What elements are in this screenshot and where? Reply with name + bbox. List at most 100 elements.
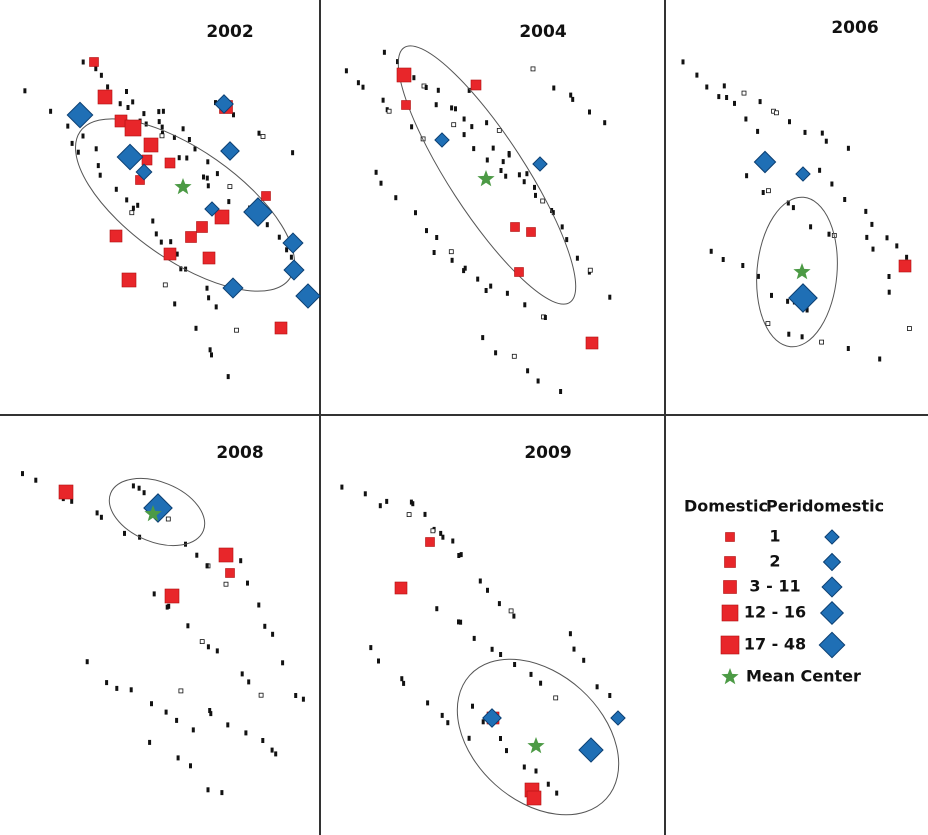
house (165, 516, 171, 522)
house (471, 703, 474, 709)
house (294, 693, 298, 698)
peridomestic-marker (822, 552, 842, 572)
house (220, 790, 224, 796)
panel-title: 2009 (524, 443, 571, 463)
house (23, 88, 27, 94)
house (575, 255, 579, 261)
house (555, 790, 559, 796)
house (411, 501, 415, 507)
house (175, 717, 179, 723)
house (208, 347, 212, 353)
domestic-marker (394, 581, 408, 595)
house (186, 623, 190, 629)
peridomestic-marker (753, 150, 777, 174)
house (70, 498, 74, 504)
house (441, 534, 445, 540)
house (81, 59, 85, 65)
house (162, 282, 168, 288)
house (805, 307, 809, 313)
house (179, 266, 183, 272)
mean-center (721, 668, 739, 685)
house (214, 100, 217, 106)
house (472, 146, 476, 152)
house (459, 552, 463, 558)
house (151, 218, 155, 224)
house (215, 648, 219, 654)
house (512, 613, 516, 619)
domestic-marker (225, 568, 235, 578)
mean-center (793, 263, 811, 280)
house (565, 237, 569, 243)
domestic-marker (470, 79, 482, 91)
peridomestic-marker (532, 156, 548, 172)
house (165, 604, 169, 610)
house (412, 75, 416, 81)
house (150, 701, 153, 707)
domestic-marker (202, 251, 216, 265)
house (741, 90, 747, 96)
house (193, 146, 197, 152)
house (381, 97, 385, 103)
house (214, 304, 218, 310)
house (787, 331, 791, 337)
house (161, 130, 164, 136)
house (115, 685, 119, 691)
house (432, 250, 436, 255)
house (467, 87, 471, 93)
peridomestic-marker (116, 143, 144, 171)
house (189, 763, 192, 769)
house (66, 123, 70, 129)
house (396, 59, 399, 65)
house (240, 671, 244, 677)
house (94, 146, 98, 152)
house (226, 722, 230, 728)
house (205, 285, 209, 291)
house (289, 254, 293, 260)
domestic-marker (585, 336, 599, 350)
house (244, 730, 248, 736)
house (157, 119, 161, 125)
house (430, 528, 436, 534)
house (539, 680, 543, 686)
house (157, 109, 161, 115)
house (552, 85, 556, 91)
house (260, 134, 266, 139)
house (96, 163, 100, 169)
house (463, 265, 467, 271)
house (504, 173, 508, 179)
house (450, 257, 454, 263)
house (499, 168, 503, 173)
mean-center (174, 178, 192, 195)
house (105, 680, 109, 686)
house (209, 711, 213, 717)
domestic-marker (526, 790, 542, 806)
house (765, 321, 771, 327)
house (871, 246, 875, 252)
house (205, 563, 209, 569)
house (499, 736, 502, 741)
house (546, 781, 550, 787)
house (169, 239, 173, 245)
domestic-marker (274, 321, 288, 335)
house (154, 231, 158, 237)
domestic-marker (720, 635, 740, 655)
peridomestic-marker (283, 259, 305, 281)
house (172, 134, 176, 140)
house (263, 623, 267, 629)
house (887, 289, 891, 295)
house (490, 646, 494, 652)
house (291, 150, 295, 156)
house (439, 530, 443, 536)
house (406, 512, 412, 517)
house (774, 110, 779, 116)
house (803, 129, 807, 135)
domestic-marker (401, 100, 411, 110)
house (436, 87, 440, 93)
house (181, 126, 185, 132)
peridomestic-marker (214, 94, 234, 114)
peridomestic-marker (482, 708, 502, 728)
house (159, 239, 163, 245)
house (540, 198, 546, 204)
domestic-marker (723, 580, 737, 594)
house (131, 99, 135, 105)
